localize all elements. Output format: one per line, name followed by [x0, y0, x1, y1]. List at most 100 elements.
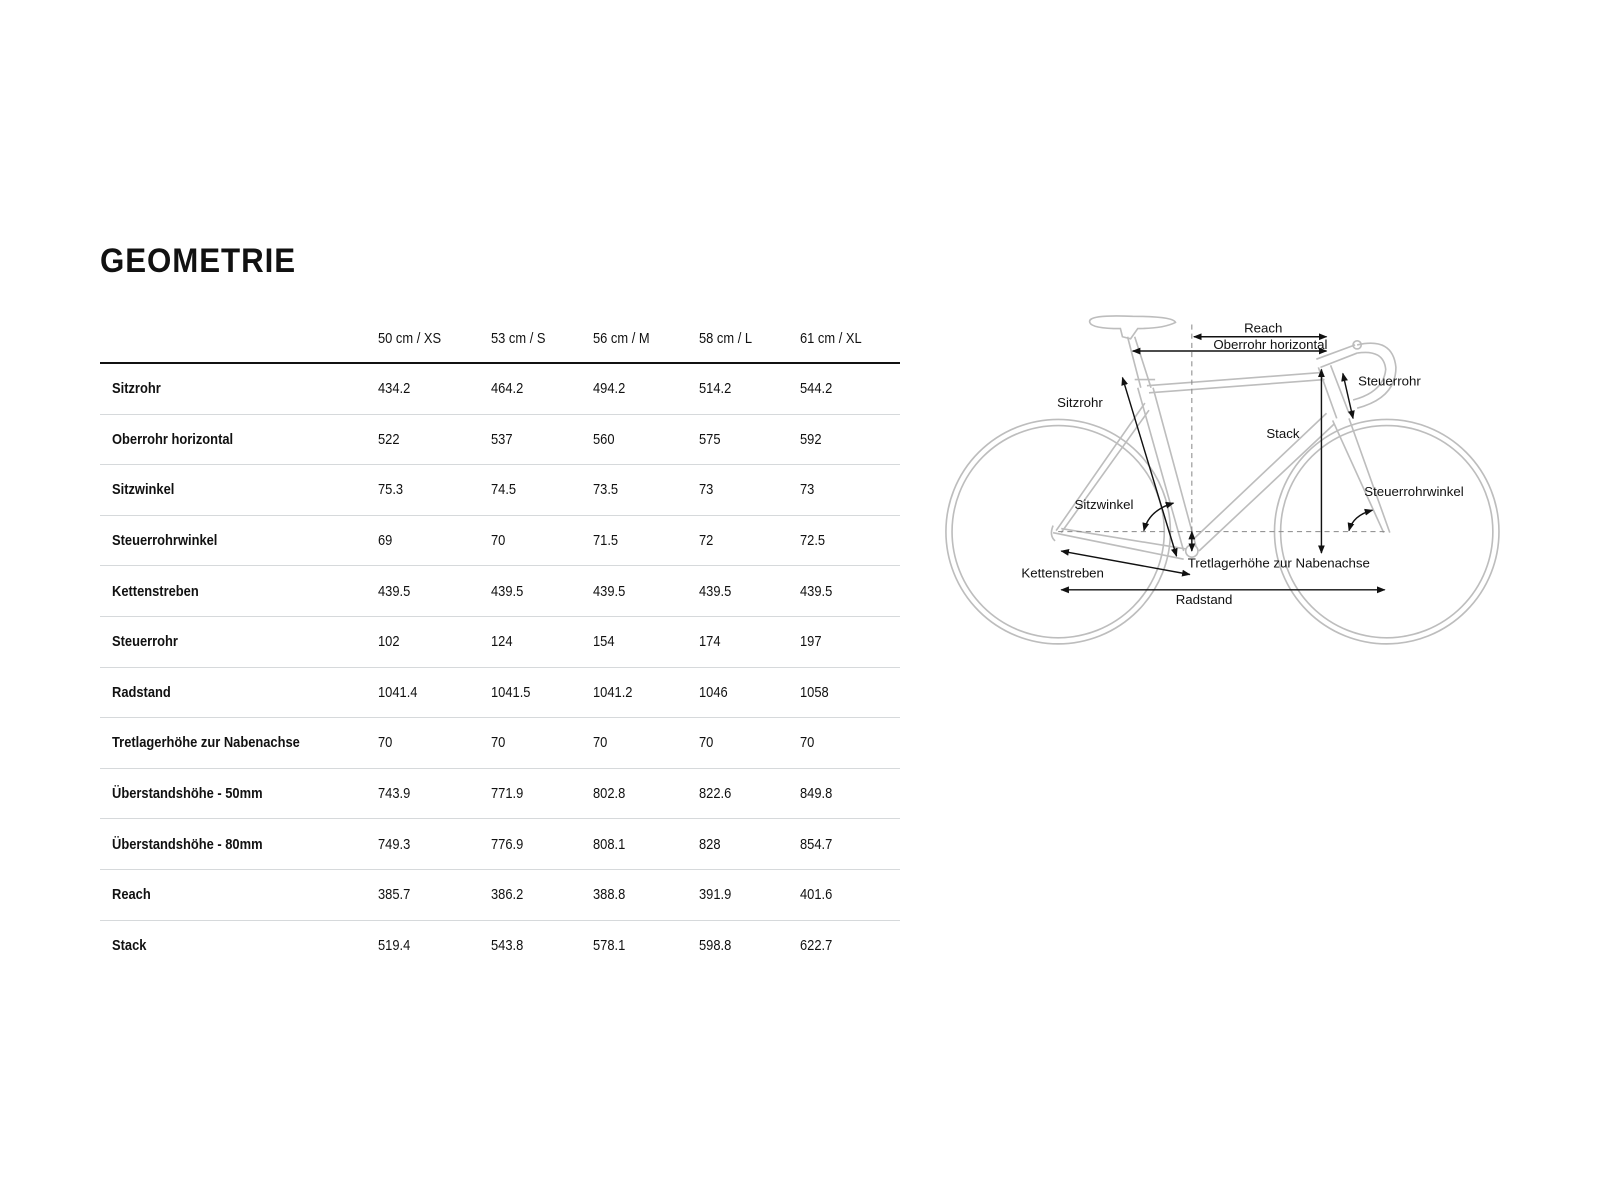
table-row: Sitzwinkel 75.3 74.5 73.5 73 73	[100, 464, 900, 516]
table-cell: 519.4	[378, 936, 411, 954]
column-header: 50 cm / XS	[378, 314, 491, 364]
seat-angle-arrow	[1142, 501, 1175, 532]
table-row: Steuerrohr 102 124 154 174 197	[100, 616, 900, 668]
fork	[1331, 418, 1391, 533]
table-cell: 72	[699, 515, 800, 567]
table-cell: 771.9	[491, 768, 593, 820]
label-stack: Stack	[1266, 426, 1300, 441]
table-cell: 1041.4	[378, 667, 491, 719]
top-tube	[1146, 371, 1325, 394]
table-row: Reach 385.7 386.2 388.8 391.9 401.6	[100, 869, 900, 921]
table-cell: 385.7	[378, 869, 491, 921]
table-cell: 70	[378, 717, 491, 769]
table-cell: 828	[699, 818, 800, 870]
saddle	[1088, 315, 1177, 340]
table-cell: 560	[593, 414, 699, 466]
table-cell: 75.3	[378, 464, 491, 516]
table-cell: 575	[699, 414, 800, 466]
measurement-arrows	[1060, 333, 1386, 594]
table-cell: 69	[378, 515, 491, 567]
table-cell: 622.7	[800, 936, 833, 954]
table-cell: 70	[800, 717, 900, 769]
table-cell: 74.5	[491, 464, 593, 516]
table-cell: 73.5	[593, 464, 699, 516]
table-cell: 174	[699, 616, 800, 668]
row-label: Überstandshöhe - 80mm	[100, 818, 378, 870]
diagram-labels: Reach Oberrohr horizontal Steuerrohr Sit…	[1021, 321, 1463, 607]
table-header-row: 50 cm / XS 53 cm / S 56 cm / M 58 cm / L…	[100, 314, 900, 364]
table-cell: 578.1	[593, 936, 626, 954]
table-row: Sitzrohr 434.2 464.2 494.2 514.2 544.2	[100, 363, 900, 415]
table-cell: 543.8	[491, 936, 524, 954]
row-label: Reach	[100, 869, 378, 921]
table-cell: 464.2	[491, 363, 593, 415]
table-cell: 439.5	[593, 565, 699, 617]
geometry-table: 50 cm / XS 53 cm / S 56 cm / M 58 cm / L…	[100, 314, 900, 970]
table-row: Steuerrohrwinkel 69 70 71.5 72 72.5	[100, 515, 900, 567]
table-cell: 439.5	[800, 565, 900, 617]
table-cell: 391.9	[699, 869, 800, 921]
column-header: 61 cm / XL	[800, 314, 900, 364]
table-cell: 776.9	[491, 818, 593, 870]
table-cell: 401.6	[800, 869, 900, 921]
table-cell: 522	[378, 414, 491, 466]
row-label: Überstandshöhe - 50mm	[100, 768, 378, 820]
row-label: Steuerrohrwinkel	[100, 515, 378, 567]
head-tube-arrow	[1341, 372, 1355, 420]
table-row: Radstand 1041.4 1041.5 1041.2 1046 1058	[100, 667, 900, 719]
table-row: Überstandshöhe - 80mm 749.3 776.9 808.1 828 8…	[100, 818, 900, 870]
column-header: 56 cm / M	[593, 314, 699, 364]
chain-stays	[1052, 527, 1186, 560]
table-cell: 70	[491, 717, 593, 769]
row-label: Steuerrohr	[100, 616, 378, 668]
row-label: Tretlagerhöhe zur Nabenachse	[100, 717, 378, 769]
stem	[1316, 344, 1358, 369]
row-label: Sitzrohr	[100, 363, 378, 415]
row-label: Radstand	[100, 667, 378, 719]
table-cell: 71.5	[593, 515, 699, 567]
seat-post	[1126, 336, 1156, 389]
label-wheelbase: Radstand	[1176, 592, 1233, 607]
table-row: Kettenstreben 439.5 439.5 439.5 439.5 439.5	[100, 565, 900, 617]
table-cell: 439.5	[378, 565, 491, 617]
handlebar	[1352, 342, 1397, 409]
table-cell: 72.5	[800, 515, 900, 567]
chainstay-arrow	[1060, 549, 1191, 577]
table-cell: 1046	[699, 667, 800, 719]
label-reach: Reach	[1244, 321, 1282, 336]
table-cell: 73	[800, 464, 900, 516]
table-cell: 434.2	[378, 363, 491, 415]
table-cell: 514.2	[699, 363, 800, 415]
measurement-guides	[1058, 324, 1387, 552]
seat-stays	[1055, 402, 1150, 534]
table-cell: 154	[593, 616, 699, 668]
row-label: Stack	[112, 936, 147, 954]
row-label: Oberrohr horizontal	[100, 414, 378, 466]
down-tube	[1193, 412, 1336, 552]
table-cell: 386.2	[491, 869, 593, 921]
table-cell: 822.6	[699, 768, 800, 820]
label-chainstays: Kettenstreben	[1021, 566, 1104, 581]
seat-tube-arrow	[1121, 376, 1178, 557]
head-angle-arrow	[1347, 508, 1374, 532]
column-header: 58 cm / L	[699, 314, 800, 364]
table-cell: 592	[800, 414, 900, 466]
table-cell: 598.8	[699, 936, 732, 954]
table-cell: 70	[699, 717, 800, 769]
table-row: Stack 519.4 543.8 578.1 598.8 622.7	[100, 920, 900, 970]
table-cell: 439.5	[699, 565, 800, 617]
row-label: Kettenstreben	[100, 565, 378, 617]
table-cell: 802.8	[593, 768, 699, 820]
table-cell: 854.7	[800, 818, 900, 870]
table-cell: 70	[491, 515, 593, 567]
table-cell: 537	[491, 414, 593, 466]
table-cell: 808.1	[593, 818, 699, 870]
table-cell: 73	[699, 464, 800, 516]
row-label: Sitzwinkel	[100, 464, 378, 516]
label-bb-drop: Tretlagerhöhe zur Nabenachse	[1188, 555, 1370, 570]
table-cell: 743.9	[378, 768, 491, 820]
table-row: Tretlagerhöhe zur Nabenachse 70 70 70 70 70	[100, 717, 900, 769]
table-cell: 124	[491, 616, 593, 668]
label-head-tube: Steuerrohr	[1358, 374, 1421, 389]
